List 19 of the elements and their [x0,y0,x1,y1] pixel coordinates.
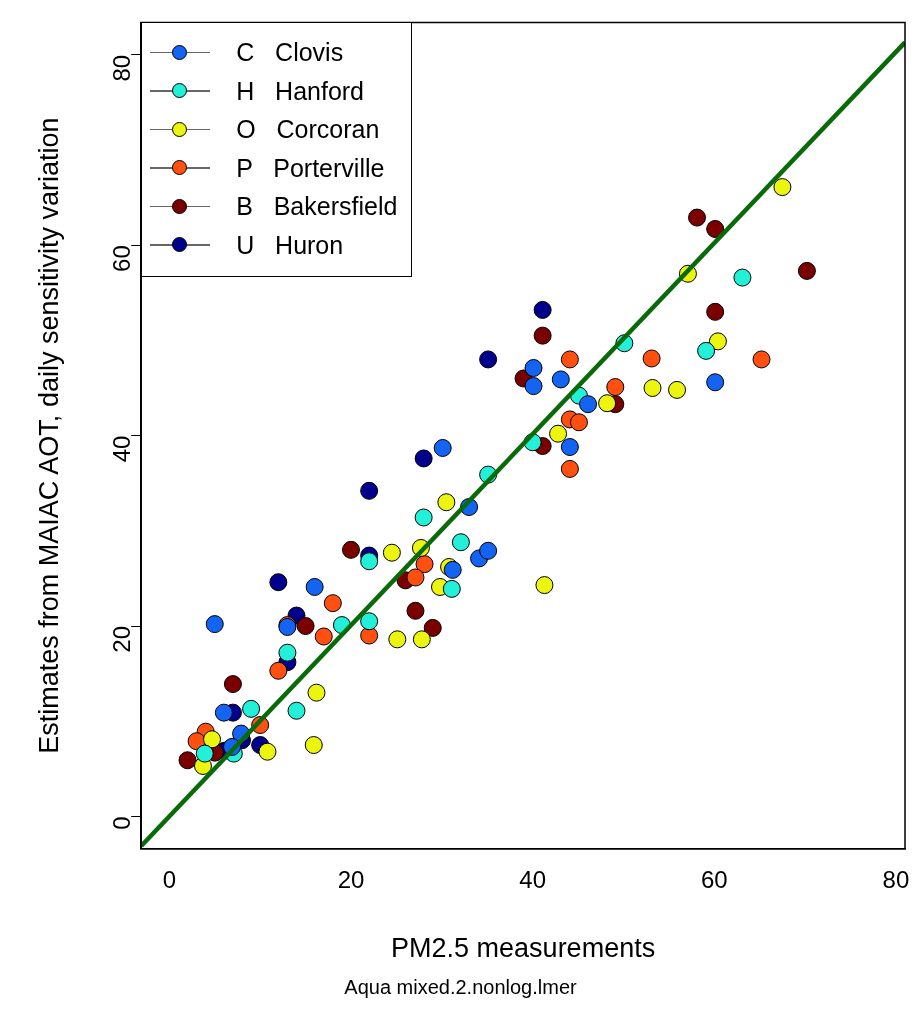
y-tick-label: 60 [107,245,135,272]
legend-label: O Corcoran [236,115,380,145]
legend-label: P Porterville [236,153,385,183]
x-tick-label: 60 [700,865,728,893]
x-tick-label: 80 [882,865,910,893]
y-tick-label: 80 [107,54,135,82]
legend-label: H Hanford [236,76,365,106]
x-tick-label: 20 [337,865,365,893]
y-tick-label: 0 [107,816,135,830]
x-axis-title: PM2.5 measurements [391,933,656,964]
legend-label: U Huron [236,230,344,260]
legend-label: C Clovis [236,38,344,68]
x-tick-label: 40 [519,865,546,893]
text: Aqua mixed.2.nonlog.lmer [343,976,578,999]
y-tick-label: 40 [107,435,135,463]
y-axis-title: Estimates from MAIAC AOT, daily sensitivity variation [33,117,64,754]
y-tick-label: 20 [107,626,135,653]
legend-label: B Bakersfield [236,192,398,222]
x-tick-label: 0 [162,865,177,893]
